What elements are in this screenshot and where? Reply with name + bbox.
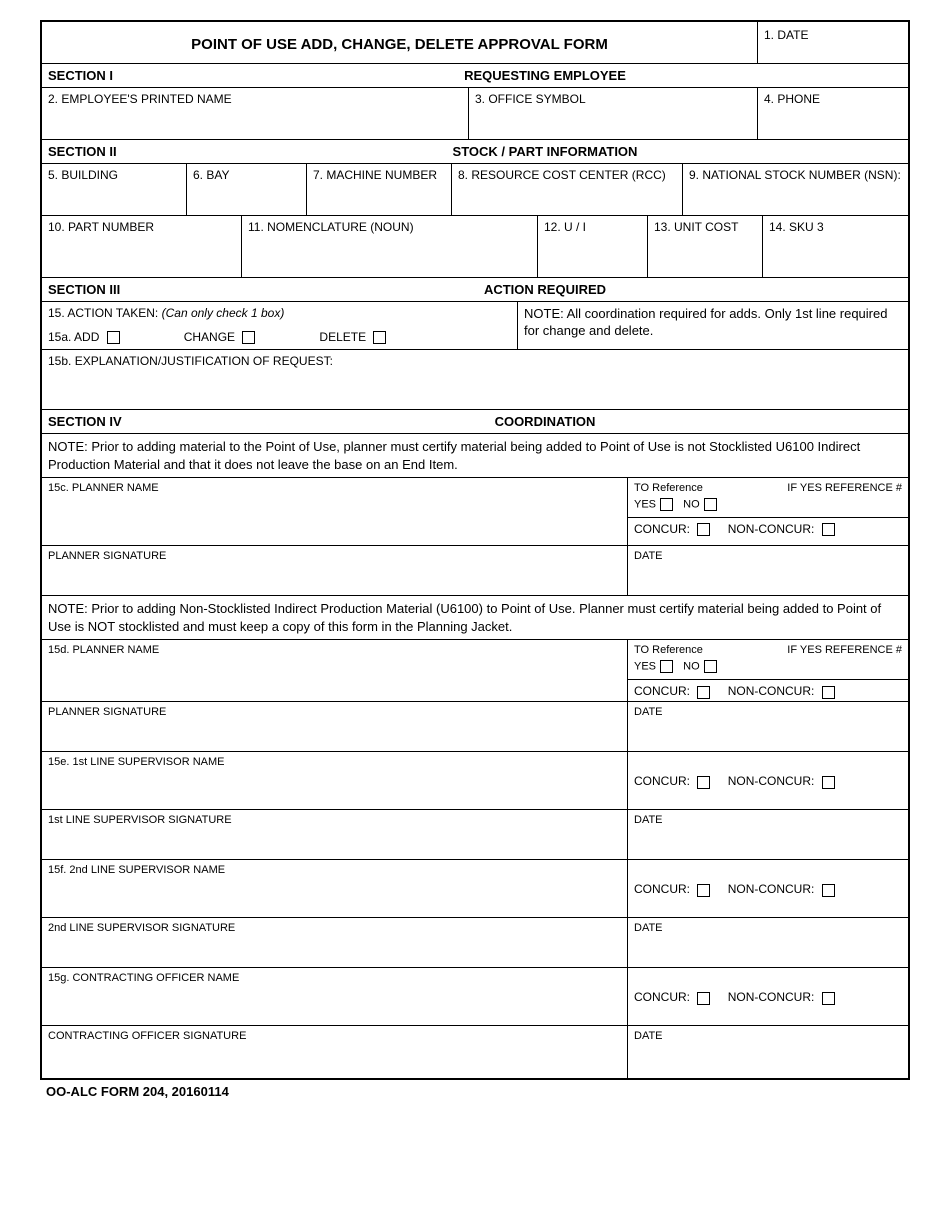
nonconcur-checkbox-15c[interactable] <box>822 523 835 536</box>
if-yes-label: IF YES REFERENCE # <box>787 482 902 494</box>
field-unit-cost[interactable]: 13. UNIT COST <box>648 216 763 278</box>
field-rcc[interactable]: 8. RESOURCE COST CENTER (RCC) <box>452 164 683 216</box>
no-checkbox-15c[interactable] <box>704 498 717 511</box>
field-planner-sig-date-2[interactable]: DATE <box>628 702 908 752</box>
to-ref-label: TO Reference <box>634 482 703 494</box>
coordination-note-1: NOTE: Prior to adding material to the Po… <box>42 434 908 478</box>
no-checkbox-15d[interactable] <box>704 660 717 673</box>
concur-checkbox-15d[interactable] <box>697 686 710 699</box>
section-2-title: STOCK / PART INFORMATION <box>188 144 902 159</box>
field-15e-right: CONCUR: NON-CONCUR: <box>628 752 908 810</box>
field-explanation[interactable]: 15b. EXPLANATION/JUSTIFICATION OF REQUES… <box>42 350 908 410</box>
field-part-number[interactable]: 10. PART NUMBER <box>42 216 242 278</box>
section-2-header: SECTION II STOCK / PART INFORMATION <box>42 140 908 164</box>
nonconcur-checkbox-15e[interactable] <box>822 776 835 789</box>
section-4-header: SECTION IV COORDINATION <box>42 410 908 434</box>
f15-hint: (Can only check 1 box) <box>162 306 285 320</box>
section-4-label: SECTION IV <box>48 414 188 429</box>
field-15e-name[interactable]: 15e. 1st LINE SUPERVISOR NAME <box>42 752 628 810</box>
field-planner-signature[interactable]: PLANNER SIGNATURE <box>42 546 628 596</box>
field-co-date[interactable]: DATE <box>628 1026 908 1078</box>
field-15d-planner-name[interactable]: 15d. PLANNER NAME <box>42 640 628 702</box>
field-15c-right: TO Reference IF YES REFERENCE # YES NO C… <box>628 478 908 546</box>
field-co-signature[interactable]: CONTRACTING OFFICER SIGNATURE <box>42 1026 628 1078</box>
field-15g-name[interactable]: 15g. CONTRACTING OFFICER NAME <box>42 968 628 1026</box>
section-2-label: SECTION II <box>48 144 188 159</box>
field-15c-planner-name[interactable]: 15c. PLANNER NAME <box>42 478 628 546</box>
concur-checkbox-15e[interactable] <box>697 776 710 789</box>
field-planner-sig-date[interactable]: DATE <box>628 546 908 596</box>
field-sup1-date[interactable]: DATE <box>628 810 908 860</box>
add-checkbox[interactable] <box>107 331 120 344</box>
approval-form: POINT OF USE ADD, CHANGE, DELETE APPROVA… <box>40 20 910 1080</box>
action-note: NOTE: All coordination required for adds… <box>518 302 908 350</box>
field-date[interactable]: 1. DATE <box>758 22 908 64</box>
field-15f-name[interactable]: 15f. 2nd LINE SUPERVISOR NAME <box>42 860 628 918</box>
coordination-note-2: NOTE: Prior to adding Non-Stocklisted In… <box>42 596 908 640</box>
field-15g-right: CONCUR: NON-CONCUR: <box>628 968 908 1026</box>
delete-option: DELETE <box>319 330 390 344</box>
change-option: CHANGE <box>184 330 260 344</box>
field-15f-right: CONCUR: NON-CONCUR: <box>628 860 908 918</box>
section-3-title: ACTION REQUIRED <box>188 282 902 297</box>
delete-checkbox[interactable] <box>373 331 386 344</box>
field-bay[interactable]: 6. BAY <box>187 164 307 216</box>
field-sku3[interactable]: 14. SKU 3 <box>763 216 908 278</box>
field-office-symbol[interactable]: 3. OFFICE SYMBOL <box>469 88 758 140</box>
section-1-title: REQUESTING EMPLOYEE <box>188 68 902 83</box>
nonconcur-checkbox-15d[interactable] <box>822 686 835 699</box>
section-3-label: SECTION III <box>48 282 188 297</box>
f15-label: 15. ACTION TAKEN: <box>48 306 158 320</box>
section-1-label: SECTION I <box>48 68 188 83</box>
section-4-title: COORDINATION <box>188 414 902 429</box>
nonconcur-checkbox-15g[interactable] <box>822 992 835 1005</box>
nonconcur-checkbox-15f[interactable] <box>822 884 835 897</box>
field-nsn[interactable]: 9. NATIONAL STOCK NUMBER (NSN): <box>683 164 908 216</box>
concur-checkbox-15c[interactable] <box>697 523 710 536</box>
section-3-header: SECTION III ACTION REQUIRED <box>42 278 908 302</box>
section-1-header: SECTION I REQUESTING EMPLOYEE <box>42 64 908 88</box>
field-sup1-signature[interactable]: 1st LINE SUPERVISOR SIGNATURE <box>42 810 628 860</box>
field-15d-right: TO Reference IF YES REFERENCE # YES NO C… <box>628 640 908 702</box>
form-title: POINT OF USE ADD, CHANGE, DELETE APPROVA… <box>42 22 758 64</box>
field-nomenclature[interactable]: 11. NOMENCLATURE (NOUN) <box>242 216 538 278</box>
yes-checkbox-15d[interactable] <box>660 660 673 673</box>
field-machine-number[interactable]: 7. MACHINE NUMBER <box>307 164 452 216</box>
field-action-taken: 15. ACTION TAKEN: (Can only check 1 box)… <box>42 302 518 350</box>
add-option: 15a. ADD <box>48 330 124 344</box>
concur-checkbox-15g[interactable] <box>697 992 710 1005</box>
change-checkbox[interactable] <box>242 331 255 344</box>
field-sup2-date[interactable]: DATE <box>628 918 908 968</box>
field-ui[interactable]: 12. U / I <box>538 216 648 278</box>
field-building[interactable]: 5. BUILDING <box>42 164 187 216</box>
concur-checkbox-15f[interactable] <box>697 884 710 897</box>
field-planner-signature-2[interactable]: PLANNER SIGNATURE <box>42 702 628 752</box>
field-employee-name[interactable]: 2. EMPLOYEE'S PRINTED NAME <box>42 88 469 140</box>
field-phone[interactable]: 4. PHONE <box>758 88 908 140</box>
field-sup2-signature[interactable]: 2nd LINE SUPERVISOR SIGNATURE <box>42 918 628 968</box>
yes-checkbox-15c[interactable] <box>660 498 673 511</box>
form-footer: OO-ALC FORM 204, 20160114 <box>40 1084 910 1099</box>
